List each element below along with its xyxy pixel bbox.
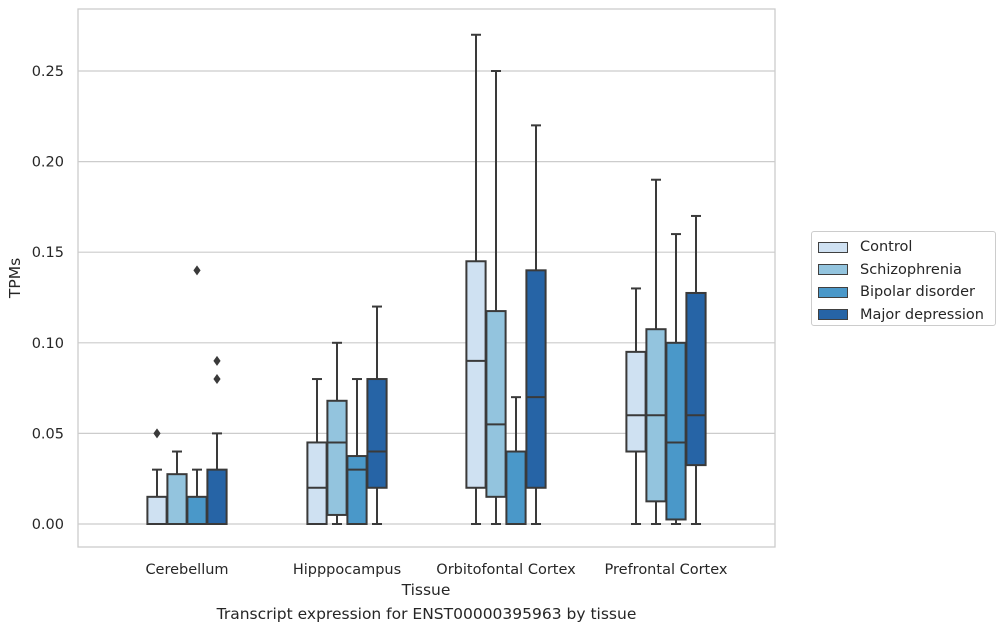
box-body xyxy=(166,473,188,526)
box-body xyxy=(186,495,208,526)
box-major-depression xyxy=(525,124,547,525)
legend-item-control: Control xyxy=(818,236,995,259)
box-body xyxy=(525,269,547,489)
x-tick-label: Cerebellum xyxy=(145,562,228,578)
y-tick-label: 0.00 xyxy=(32,517,64,533)
legend-label-control: Control xyxy=(860,239,913,256)
legend-label-bipolar-disorder: Bipolar disorder xyxy=(860,284,975,301)
legend-swatch-major-depression xyxy=(818,309,848,321)
box-major-depression xyxy=(685,214,707,525)
figure-caption: Transcript expression for ENST0000039596… xyxy=(216,605,637,623)
box-major-depression xyxy=(366,305,388,525)
box-bipolar-disorder xyxy=(505,396,527,525)
legend-swatch-control xyxy=(818,241,848,253)
legend-item-schizophrenia: Schizophrenia xyxy=(818,259,995,282)
box-body xyxy=(505,450,527,525)
box-body xyxy=(485,310,507,498)
x-tick-label: Hipppocampus xyxy=(293,562,401,578)
x-tick-label: Orbitofontal Cortex xyxy=(436,562,576,578)
y-tick-label: 0.05 xyxy=(32,426,64,442)
box-body xyxy=(366,378,388,489)
outlier-point xyxy=(193,265,201,276)
y-axis-label: TPMs xyxy=(6,258,24,299)
y-tick-label: 0.20 xyxy=(32,155,64,171)
legend-label-major-depression: Major depression xyxy=(860,306,984,323)
legend: Control Schizophrenia Bipolar disorder M… xyxy=(811,231,996,326)
box-body xyxy=(206,468,228,526)
box-control xyxy=(465,33,487,525)
x-axis-label: Tissue xyxy=(401,581,451,599)
box-schizophrenia xyxy=(645,178,667,525)
x-tick-label: Prefrontal Cortex xyxy=(605,562,728,578)
box-body xyxy=(465,260,487,489)
y-tick-label: 0.10 xyxy=(32,336,64,352)
legend-item-major-depression: Major depression xyxy=(818,304,995,327)
outlier-point xyxy=(213,355,221,366)
box-body xyxy=(665,341,687,521)
box-body xyxy=(326,399,348,516)
y-tick-label: 0.15 xyxy=(32,245,64,261)
legend-label-schizophrenia: Schizophrenia xyxy=(860,261,962,278)
y-tick-labels: 0.00 0.05 0.10 0.15 0.20 0.25 xyxy=(32,64,64,533)
box-body xyxy=(625,350,647,453)
box-schizophrenia xyxy=(485,70,507,525)
box-major-depression xyxy=(206,355,228,526)
x-tick-labels: Cerebellum Hipppocampus Orbitofontal Corte… xyxy=(145,562,727,578)
legend-swatch-schizophrenia xyxy=(818,264,848,276)
box-bipolar-disorder xyxy=(346,378,368,525)
outlier-point xyxy=(153,428,161,439)
outlier-point xyxy=(213,374,221,385)
y-tick-label: 0.25 xyxy=(32,64,64,80)
box-body xyxy=(306,441,328,525)
box-body xyxy=(146,495,168,526)
box-body xyxy=(346,455,368,525)
legend-item-bipolar-disorder: Bipolar disorder xyxy=(818,281,995,304)
box-groups xyxy=(146,33,707,526)
legend-swatch-bipolar-disorder xyxy=(818,286,848,298)
box-body xyxy=(685,291,707,467)
